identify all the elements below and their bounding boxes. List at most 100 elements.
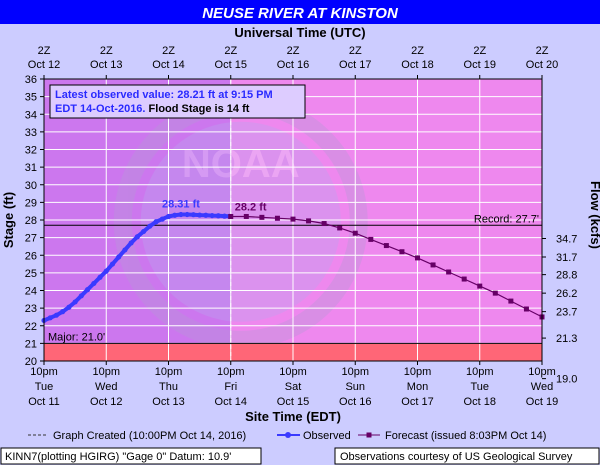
y-tick-label: 23 xyxy=(25,303,37,315)
observed-point xyxy=(190,212,196,218)
y-tick-label: 21 xyxy=(25,338,37,350)
y-tick-label: 34 xyxy=(25,109,37,121)
y-tick-label: 29 xyxy=(25,197,37,209)
bottom-tick-label-2: Wed xyxy=(531,381,553,393)
observed-point xyxy=(97,274,103,280)
flow-tick-label: 23.7 xyxy=(556,307,577,319)
observed-point xyxy=(159,216,165,222)
top-tick-label-1: 2Z xyxy=(473,45,486,57)
bottom-tick-label-1: 10pm xyxy=(466,366,494,378)
annotation-line-2: EDT 14-Oct-2016. Flood Stage is 14 ft xyxy=(55,103,250,115)
forecast-point xyxy=(523,306,529,312)
forecast-point xyxy=(368,236,374,242)
observed-point xyxy=(78,293,84,299)
bottom-tick-label-2: Fri xyxy=(224,381,237,393)
forecast-point xyxy=(274,215,280,221)
observed-peak-label: 28.31 ft xyxy=(162,199,200,211)
bottom-tick-label-3: Oct 12 xyxy=(90,396,122,408)
bottom-tick-label-3: Oct 17 xyxy=(401,396,433,408)
x-axis-top-utc: 2Z Oct 12 2Z Oct 13 2Z Oct 14 2Z Oct 15 2Z Oct 16… xyxy=(28,45,558,79)
flow-tick-label: 34.7 xyxy=(556,234,577,246)
y-tick-label: 32 xyxy=(25,145,37,157)
top-axis-title: Universal Time (UTC) xyxy=(234,25,365,40)
observed-point xyxy=(147,223,153,229)
bottom-tick-label-3: Oct 14 xyxy=(215,396,247,408)
footer-left-text: KINN7(plotting HGIRG) "Gage 0" Datum: 10… xyxy=(5,451,231,463)
legend-observed-marker xyxy=(285,432,291,438)
forecast-point xyxy=(243,213,249,219)
forecast-point xyxy=(399,249,405,255)
bottom-tick-label-1: 10pm xyxy=(217,366,245,378)
top-tick-label-1: 2Z xyxy=(38,45,51,57)
flow-tick-label: 28.8 xyxy=(556,270,577,282)
y-tick-label: 35 xyxy=(25,92,37,104)
top-tick-label-2: Oct 19 xyxy=(464,59,496,71)
bottom-tick-label-2: Tue xyxy=(470,381,489,393)
legend-created-label: Graph Created (10:00PM Oct 14, 2016) xyxy=(53,430,246,442)
observed-point xyxy=(153,219,159,225)
flow-tick-label: 31.7 xyxy=(556,252,577,264)
top-tick-label-1: 2Z xyxy=(349,45,362,57)
forecast-point xyxy=(461,276,467,282)
top-tick-label-1: 2Z xyxy=(100,45,113,57)
observed-point xyxy=(53,312,60,318)
top-tick-label-1: 2Z xyxy=(224,45,237,57)
observed-point xyxy=(178,211,184,218)
y-tick-label: 36 xyxy=(25,74,37,86)
bottom-tick-label-2: Sun xyxy=(345,381,365,393)
observed-point xyxy=(47,315,53,321)
observed-point xyxy=(203,212,209,218)
bottom-tick-label-1: 10pm xyxy=(155,366,183,378)
observed-point xyxy=(209,212,215,219)
forecast-point xyxy=(508,298,514,304)
y-tick-label: 30 xyxy=(25,180,37,192)
observed-point xyxy=(172,212,178,218)
forecast-point xyxy=(415,255,420,261)
top-tick-label-2: Oct 16 xyxy=(277,59,309,71)
y-tick-label: 27 xyxy=(25,233,37,245)
title-bar xyxy=(0,0,600,24)
flow-tick-label: 26.2 xyxy=(556,288,577,300)
record-label: Record: 27.7' xyxy=(474,213,539,225)
y-tick-label: 24 xyxy=(25,286,37,298)
bottom-tick-label-2: Wed xyxy=(95,381,117,393)
bottom-tick-label-3: Oct 16 xyxy=(339,396,371,408)
y-axis-right-flow: 21.3 19.0 23.7 26.2 28.8 31.7 34.7 xyxy=(542,234,577,386)
legend-forecast-label: Forecast (issued 8:03PM Oct 14) xyxy=(385,430,546,442)
forecast-point xyxy=(306,218,312,224)
forecast-point xyxy=(321,221,327,227)
y-tick-label: 33 xyxy=(25,127,37,139)
bottom-tick-label-3: Oct 13 xyxy=(152,396,184,408)
forecast-point xyxy=(446,269,452,275)
legend-forecast-marker xyxy=(366,432,372,438)
bottom-tick-label-1: 10pm xyxy=(92,366,120,378)
top-tick-label-1: 2Z xyxy=(536,45,549,57)
annotation-box xyxy=(49,84,306,119)
annotation-line-1: Latest observed value: 28.21 ft at 9:15 … xyxy=(55,89,273,101)
flow-tick-label: 21.3 xyxy=(556,333,577,345)
bottom-tick-label-1: 10pm xyxy=(341,366,369,378)
observed-point xyxy=(72,299,78,305)
forecast-peak-label: 28.2 ft xyxy=(235,201,267,213)
forecast-point xyxy=(337,225,343,231)
forecast-point xyxy=(259,214,265,220)
observed-point xyxy=(128,240,134,246)
y-axis-left: 20 21 22 23 24 25 26 27 28 29 30 31 32 33 34 35 36 xyxy=(25,74,44,368)
bottom-tick-label-2: Sat xyxy=(285,381,302,393)
grid-lines xyxy=(44,79,542,361)
observed-point xyxy=(141,228,147,235)
observed-point xyxy=(215,213,221,219)
top-tick-label-2: Oct 20 xyxy=(526,59,558,71)
forecast-point xyxy=(352,230,358,236)
top-tick-label-1: 2Z xyxy=(162,45,175,57)
bottom-tick-label-1: 10pm xyxy=(528,366,556,378)
observed-point xyxy=(66,304,72,310)
observed-point xyxy=(197,212,203,218)
flow-tick-label: 19.0 xyxy=(556,374,577,386)
observed-point xyxy=(109,261,116,267)
legend-observed-label: Observed xyxy=(303,430,351,442)
bottom-tick-label-3: Oct 15 xyxy=(277,396,309,408)
top-tick-label-2: Oct 13 xyxy=(90,59,122,71)
top-tick-label-2: Oct 17 xyxy=(339,59,371,71)
